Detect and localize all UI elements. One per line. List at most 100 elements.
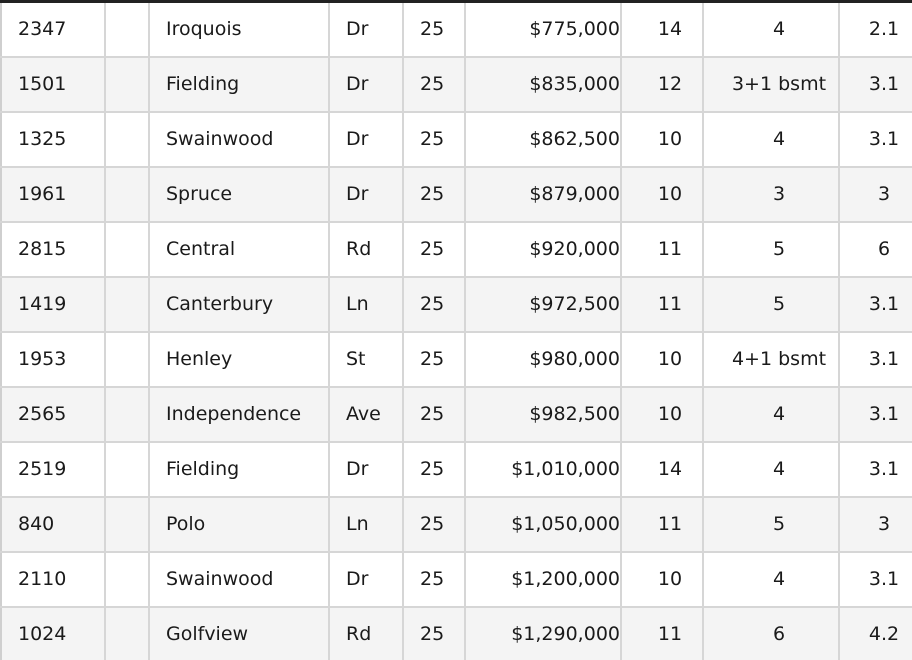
bedrooms-cell: 5 (702, 496, 839, 553)
days-cell: 25 (402, 386, 465, 443)
price-cell: $972,500 (464, 276, 621, 333)
days-cell: 25 (402, 606, 465, 660)
price-cell: $1,050,000 (464, 496, 621, 553)
street-number-cell: 2519 (0, 441, 105, 498)
street-number-cell: 2565 (0, 386, 105, 443)
days-cell: 25 (402, 166, 465, 223)
baths-cell: 6 (838, 221, 912, 278)
rooms-cell: 11 (620, 606, 703, 660)
unit-cell (104, 56, 149, 113)
rooms-cell: 10 (620, 551, 703, 608)
price-cell: $862,500 (464, 111, 621, 168)
street-name-cell: Golfview (148, 606, 329, 660)
table-row: 2110 Swainwood Dr 25 $1,200,000 10 4 3.1 (0, 551, 912, 608)
street-name-cell: Polo (148, 496, 329, 553)
street-number-cell: 1325 (0, 111, 105, 168)
street-number-cell: 1024 (0, 606, 105, 660)
bedrooms-cell: 4+1 bsmt (702, 331, 839, 388)
price-cell: $920,000 (464, 221, 621, 278)
table-row: 1024 Golfview Rd 25 $1,290,000 11 6 4.2 (0, 606, 912, 660)
street-type-cell: Dr (328, 551, 403, 608)
street-type-cell: Dr (328, 441, 403, 498)
unit-cell (104, 386, 149, 443)
street-number-cell: 1419 (0, 276, 105, 333)
baths-cell: 3 (838, 496, 912, 553)
street-type-cell: Rd (328, 221, 403, 278)
unit-cell (104, 166, 149, 223)
rooms-cell: 11 (620, 276, 703, 333)
days-cell: 25 (402, 331, 465, 388)
price-cell: $1,010,000 (464, 441, 621, 498)
street-name-cell: Swainwood (148, 551, 329, 608)
rooms-cell: 14 (620, 0, 703, 58)
unit-cell (104, 551, 149, 608)
street-type-cell: Ln (328, 496, 403, 553)
street-number-cell: 1953 (0, 331, 105, 388)
baths-cell: 3 (838, 166, 912, 223)
unit-cell (104, 441, 149, 498)
rooms-cell: 10 (620, 331, 703, 388)
street-name-cell: Swainwood (148, 111, 329, 168)
price-cell: $982,500 (464, 386, 621, 443)
street-number-cell: 1961 (0, 166, 105, 223)
rooms-cell: 11 (620, 221, 703, 278)
street-name-cell: Fielding (148, 441, 329, 498)
price-cell: $1,290,000 (464, 606, 621, 660)
bedrooms-cell: 4 (702, 441, 839, 498)
baths-cell: 3.1 (838, 386, 912, 443)
baths-cell: 3.1 (838, 441, 912, 498)
baths-cell: 3.1 (838, 276, 912, 333)
rooms-cell: 11 (620, 496, 703, 553)
street-type-cell: Dr (328, 0, 403, 58)
street-type-cell: Rd (328, 606, 403, 660)
street-type-cell: Dr (328, 111, 403, 168)
days-cell: 25 (402, 551, 465, 608)
street-type-cell: St (328, 331, 403, 388)
days-cell: 25 (402, 56, 465, 113)
unit-cell (104, 0, 149, 58)
bedrooms-cell: 4 (702, 111, 839, 168)
table-row: 1325 Swainwood Dr 25 $862,500 10 4 3.1 (0, 111, 912, 168)
bedrooms-cell: 5 (702, 276, 839, 333)
days-cell: 25 (402, 496, 465, 553)
street-number-cell: 2110 (0, 551, 105, 608)
baths-cell: 3.1 (838, 551, 912, 608)
street-type-cell: Ln (328, 276, 403, 333)
street-name-cell: Independence (148, 386, 329, 443)
table-row: 1953 Henley St 25 $980,000 10 4+1 bsmt 3.1 (0, 331, 912, 388)
price-cell: $775,000 (464, 0, 621, 58)
price-cell: $835,000 (464, 56, 621, 113)
rooms-cell: 12 (620, 56, 703, 113)
price-cell: $980,000 (464, 331, 621, 388)
bedrooms-cell: 4 (702, 386, 839, 443)
table-row: 2565 Independence Ave 25 $982,500 10 4 3.1 (0, 386, 912, 443)
street-number-cell: 2815 (0, 221, 105, 278)
street-type-cell: Ave (328, 386, 403, 443)
bedrooms-cell: 6 (702, 606, 839, 660)
unit-cell (104, 276, 149, 333)
unit-cell (104, 111, 149, 168)
table-row: 2519 Fielding Dr 25 $1,010,000 14 4 3.1 (0, 441, 912, 498)
baths-cell: 3.1 (838, 56, 912, 113)
table-row: 2815 Central Rd 25 $920,000 11 5 6 (0, 221, 912, 278)
unit-cell (104, 221, 149, 278)
street-name-cell: Spruce (148, 166, 329, 223)
rooms-cell: 10 (620, 111, 703, 168)
table-row: 1501 Fielding Dr 25 $835,000 12 3+1 bsmt 3.1 (0, 56, 912, 113)
street-name-cell: Fielding (148, 56, 329, 113)
rooms-cell: 14 (620, 441, 703, 498)
baths-cell: 3.1 (838, 331, 912, 388)
street-name-cell: Iroquois (148, 0, 329, 58)
bedrooms-cell: 4 (702, 0, 839, 58)
street-number-cell: 2347 (0, 0, 105, 58)
table-row: 1419 Canterbury Ln 25 $972,500 11 5 3.1 (0, 276, 912, 333)
table-row: 1961 Spruce Dr 25 $879,000 10 3 3 (0, 166, 912, 223)
street-type-cell: Dr (328, 56, 403, 113)
table-row: 840 Polo Ln 25 $1,050,000 11 5 3 (0, 496, 912, 553)
street-name-cell: Henley (148, 331, 329, 388)
unit-cell (104, 331, 149, 388)
street-type-cell: Dr (328, 166, 403, 223)
street-name-cell: Canterbury (148, 276, 329, 333)
days-cell: 25 (402, 276, 465, 333)
